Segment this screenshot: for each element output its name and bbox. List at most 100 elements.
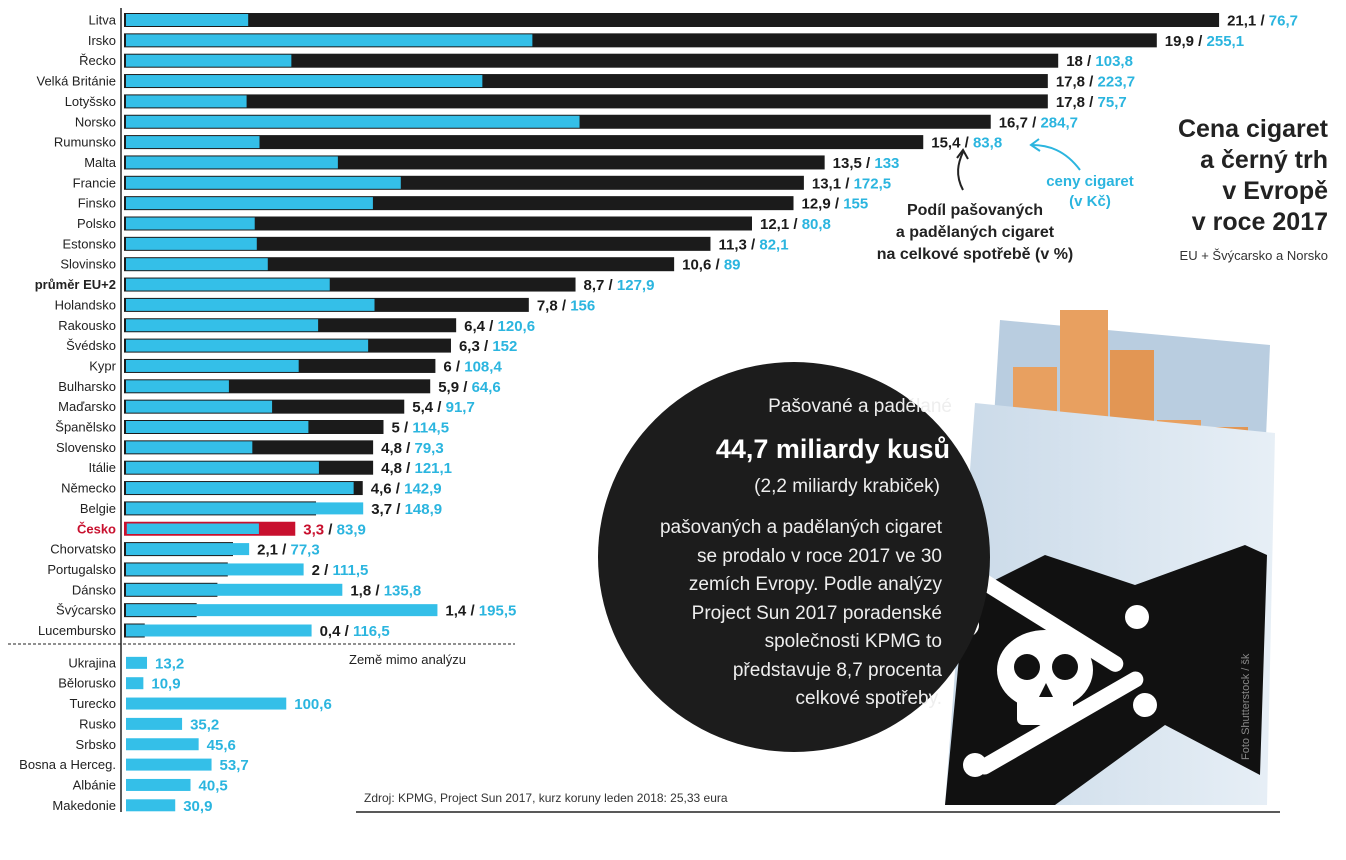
category-label-30: Lucembursko bbox=[38, 623, 116, 638]
category-label-18: Bulharsko bbox=[58, 379, 116, 394]
share-value-2: 18 bbox=[1066, 53, 1083, 70]
category-label-5: Norsko bbox=[75, 114, 116, 129]
share-value-13: 8,7 bbox=[584, 277, 605, 294]
category-label-7: Malta bbox=[84, 155, 117, 170]
price-bar-31 bbox=[126, 656, 148, 669]
value-label-10: 12,1 / 80,8 bbox=[760, 216, 831, 233]
price-bar-29 bbox=[126, 604, 438, 617]
value-separator-8: / bbox=[841, 175, 854, 192]
photo-credit: Foto Shutterstock / šk bbox=[1240, 653, 1252, 760]
share-value-11: 11,3 bbox=[718, 236, 746, 253]
share-value-3: 17,8 bbox=[1056, 74, 1085, 91]
price-bar-10 bbox=[126, 217, 255, 230]
share-value-4: 17,8 bbox=[1056, 94, 1085, 111]
value-separator-19: / bbox=[433, 399, 446, 416]
value-label-25: 3,3 / 83,9 bbox=[303, 521, 366, 538]
value-label-30: 0,4 / 116,5 bbox=[320, 623, 390, 640]
price-value-10: 80,8 bbox=[802, 216, 831, 233]
price-value-38: 30,9 bbox=[183, 798, 212, 815]
legend-share-label: Podíl pašovaných a padělaných cigaret na… bbox=[876, 202, 1074, 263]
value-label-28: 1,8 / 135,8 bbox=[350, 582, 421, 599]
share-value-10: 12,1 bbox=[760, 216, 789, 233]
value-label-36: 53,7 bbox=[220, 757, 249, 774]
price-bar-23 bbox=[126, 482, 354, 495]
share-arrow-icon bbox=[957, 151, 964, 191]
source-note: Zdroj: KPMG, Project Sun 2017, kurz koru… bbox=[364, 791, 728, 805]
price-bar-6 bbox=[126, 136, 260, 149]
category-label-1: Irsko bbox=[88, 33, 116, 48]
value-separator-21: / bbox=[402, 440, 415, 457]
share-bar-11 bbox=[124, 236, 711, 251]
price-bar-18 bbox=[126, 380, 229, 393]
value-separator-9: / bbox=[831, 196, 844, 213]
price-bar-25 bbox=[125, 522, 261, 536]
value-label-11: 11,3 / 82,1 bbox=[718, 236, 788, 253]
share-value-23: 4,6 bbox=[371, 481, 392, 498]
value-label-2: 18 / 103,8 bbox=[1066, 53, 1133, 70]
share-value-25: 3,3 bbox=[303, 521, 324, 538]
price-value-16: 152 bbox=[492, 338, 517, 355]
value-label-37: 40,5 bbox=[199, 777, 228, 794]
outside-analysis-label: Země mimo analýzu bbox=[349, 652, 467, 667]
value-separator-25: / bbox=[324, 521, 337, 538]
category-label-13: průměr EU+2 bbox=[35, 277, 116, 292]
category-label-19: Maďarsko bbox=[58, 399, 116, 414]
legend-price-label: ceny cigaret (v Kč) bbox=[1046, 173, 1134, 210]
price-value-13: 127,9 bbox=[617, 277, 655, 294]
price-value-0: 76,7 bbox=[1269, 13, 1298, 30]
price-bar-21 bbox=[126, 441, 253, 454]
price-value-21: 79,3 bbox=[414, 440, 443, 457]
share-value-19: 5,4 bbox=[412, 399, 434, 416]
value-separator-20: / bbox=[400, 420, 413, 437]
share-value-20: 5 bbox=[392, 420, 400, 437]
value-label-1: 19,9 / 255,1 bbox=[1165, 33, 1244, 50]
share-value-14: 7,8 bbox=[537, 297, 558, 314]
value-separator-26: / bbox=[278, 542, 291, 559]
value-label-31: 13,2 bbox=[155, 655, 184, 672]
value-separator-24: / bbox=[392, 501, 405, 518]
price-value-7: 133 bbox=[874, 155, 899, 172]
share-value-29: 1,4 bbox=[445, 603, 467, 620]
price-value-37: 40,5 bbox=[199, 777, 228, 794]
price-value-32: 10,9 bbox=[151, 676, 180, 693]
category-label-3: Velká Británie bbox=[37, 74, 117, 89]
price-value-27: 111,5 bbox=[332, 562, 368, 579]
share-value-28: 1,8 bbox=[350, 582, 371, 599]
cigarette-pack-illustration bbox=[905, 305, 1275, 805]
category-label-27: Portugalsko bbox=[47, 562, 116, 577]
share-value-24: 3,7 bbox=[371, 501, 392, 518]
category-label-12: Slovinsko bbox=[60, 257, 116, 272]
value-label-6: 15,4 / 83,8 bbox=[931, 135, 1002, 152]
price-bar-28 bbox=[126, 583, 343, 596]
value-label-38: 30,9 bbox=[183, 798, 212, 815]
value-label-16: 6,3 / 152 bbox=[459, 338, 517, 355]
share-value-0: 21,1 bbox=[1227, 13, 1256, 30]
share-value-30: 0,4 bbox=[320, 623, 342, 640]
price-bar-26 bbox=[126, 543, 250, 556]
category-label-28: Dánsko bbox=[72, 582, 116, 597]
price-bar-8 bbox=[126, 176, 401, 189]
price-value-1: 255,1 bbox=[1207, 33, 1245, 50]
price-value-20: 114,5 bbox=[412, 420, 449, 437]
value-separator-17: / bbox=[452, 358, 465, 375]
price-value-29: 195,5 bbox=[479, 603, 517, 620]
price-value-3: 223,7 bbox=[1098, 74, 1136, 91]
price-bar-1 bbox=[126, 34, 533, 47]
value-separator-29: / bbox=[466, 603, 479, 620]
price-value-15: 120,6 bbox=[498, 318, 536, 335]
price-bar-34 bbox=[126, 717, 183, 730]
share-value-6: 15,4 bbox=[931, 135, 961, 152]
price-value-26: 77,3 bbox=[291, 542, 320, 559]
share-value-26: 2,1 bbox=[257, 542, 278, 559]
category-label-34: Rusko bbox=[79, 716, 116, 731]
price-value-14: 156 bbox=[570, 297, 595, 314]
category-label-8: Francie bbox=[73, 175, 116, 190]
value-separator-7: / bbox=[862, 155, 875, 172]
value-label-13: 8,7 / 127,9 bbox=[584, 277, 655, 294]
category-label-0: Litva bbox=[89, 13, 117, 28]
value-label-3: 17,8 / 223,7 bbox=[1056, 74, 1135, 91]
category-label-2: Řecko bbox=[79, 53, 116, 68]
price-value-31: 13,2 bbox=[155, 655, 184, 672]
share-value-12: 10,6 bbox=[682, 257, 711, 274]
price-value-6: 83,8 bbox=[973, 135, 1002, 152]
